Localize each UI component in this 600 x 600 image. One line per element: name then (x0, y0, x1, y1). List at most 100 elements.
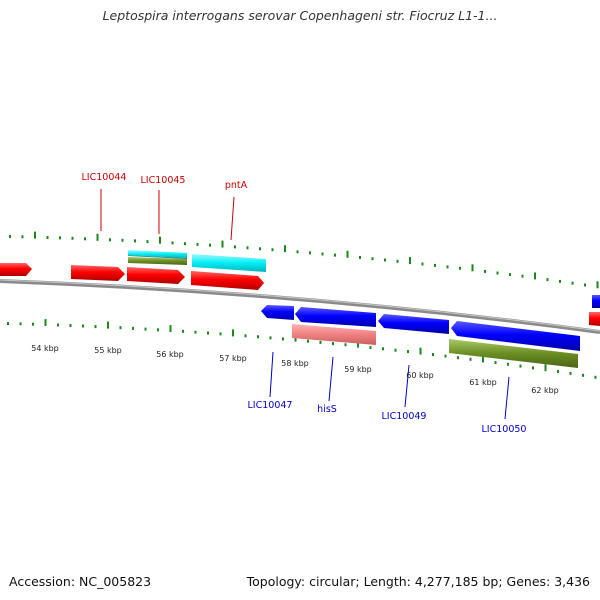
gene-label-lic10047[interactable]: LIC10047 (248, 400, 293, 411)
minor-tick (444, 354, 447, 358)
gene-label-pnta[interactable]: pntA (225, 180, 248, 191)
reverse-gene-labels: LIC10047 hisS LIC10049 LIC10050 (248, 400, 527, 435)
major-tick (471, 264, 474, 272)
gene-arrow[interactable] (451, 321, 580, 351)
gene-label-lic10050[interactable]: LIC10050 (482, 424, 527, 435)
minor-tick (394, 348, 397, 352)
minor-tick (519, 364, 522, 368)
minor-tick (469, 357, 472, 361)
gene-box-edge[interactable] (592, 295, 600, 308)
minor-tick (307, 339, 309, 343)
minor-tick (21, 235, 24, 239)
minor-tick (459, 266, 461, 270)
minor-tick (507, 362, 509, 366)
minor-tick (532, 366, 534, 370)
kbp-label: 56 kbp (156, 350, 184, 359)
minor-tick (32, 322, 34, 326)
minor-tick (46, 236, 49, 239)
gene-box[interactable] (128, 250, 187, 258)
gene-arrow[interactable] (378, 314, 449, 334)
gene-arrow[interactable] (127, 267, 185, 284)
major-tick (159, 236, 161, 244)
major-tick (232, 329, 234, 337)
kbp-label: 61 kbp (469, 378, 497, 387)
gene-label-hiss[interactable]: hisS (317, 404, 337, 415)
gene-label-lic10044[interactable]: LIC10044 (82, 172, 127, 183)
genome-backbone (0, 279, 600, 334)
major-tick (34, 231, 36, 239)
gene-label-lic10049[interactable]: LIC10049 (382, 411, 427, 422)
gene-box[interactable] (449, 339, 578, 368)
minor-tick (246, 246, 249, 250)
minor-tick (69, 324, 72, 327)
minor-tick (396, 259, 399, 263)
minor-tick (546, 278, 549, 282)
gene-box-edge[interactable] (589, 312, 600, 326)
minor-tick (557, 370, 559, 373)
minor-tick (496, 271, 499, 275)
minor-tick (207, 331, 209, 335)
minor-tick (319, 340, 322, 344)
gene-box[interactable] (128, 255, 187, 259)
minor-tick (271, 248, 274, 252)
minor-tick (259, 247, 261, 251)
minor-tick (19, 322, 22, 326)
minor-tick (94, 325, 97, 329)
minor-tick (309, 251, 311, 255)
minor-tick (59, 236, 61, 240)
forward-gene-track (0, 250, 600, 326)
accession-text: Accession: NC_005823 (9, 574, 152, 589)
minor-tick (494, 361, 497, 365)
minor-tick (157, 328, 159, 332)
major-tick (534, 272, 536, 280)
kbp-label: 60 kbp (406, 371, 434, 380)
minor-tick (109, 238, 111, 242)
gene-box[interactable] (128, 257, 187, 265)
major-tick (409, 257, 411, 265)
minor-tick (344, 343, 347, 347)
kbp-label: 62 kbp (531, 386, 559, 395)
minor-tick (334, 253, 336, 257)
minor-tick (171, 241, 174, 245)
gene-box[interactable] (292, 324, 376, 345)
major-tick (284, 245, 286, 253)
minor-tick (332, 342, 334, 346)
minor-tick (571, 281, 574, 285)
major-tick (544, 364, 547, 372)
bottom-tick-track (7, 319, 597, 379)
gene-arrow[interactable] (71, 265, 125, 281)
major-tick (221, 240, 224, 248)
minor-tick (82, 324, 84, 328)
major-tick (419, 347, 422, 355)
minor-tick (421, 262, 424, 266)
minor-tick (382, 347, 384, 351)
kbp-label: 54 kbp (31, 344, 59, 353)
kbp-scale-labels: 54 kbp 55 kbp 56 kbp 57 kbp 58 kbp 59 kb… (31, 344, 559, 395)
top-tick-track (9, 231, 599, 289)
minor-tick (196, 242, 199, 246)
minor-tick (209, 243, 211, 247)
kbp-label: 55 kbp (94, 346, 122, 355)
kbp-label: 59 kbp (344, 365, 372, 374)
gene-box[interactable] (192, 254, 266, 272)
minor-tick (434, 263, 436, 267)
gene-label-leaders (100, 189, 510, 420)
major-tick (346, 250, 349, 258)
gene-label-lic10045[interactable]: LIC10045 (141, 175, 186, 186)
gene-arrow[interactable] (261, 305, 294, 320)
major-tick (44, 319, 47, 327)
minor-tick (321, 252, 324, 256)
minor-tick (144, 327, 147, 331)
minor-tick (384, 258, 386, 262)
minor-tick (484, 269, 486, 273)
gene-arrow[interactable] (0, 263, 32, 276)
minor-tick (184, 242, 186, 246)
major-tick (357, 340, 359, 348)
minor-tick (9, 235, 11, 238)
gene-arrow[interactable] (191, 271, 264, 290)
minor-tick (121, 238, 124, 242)
gene-arrow[interactable] (295, 307, 376, 327)
major-tick (96, 233, 99, 241)
minor-tick (132, 326, 134, 330)
